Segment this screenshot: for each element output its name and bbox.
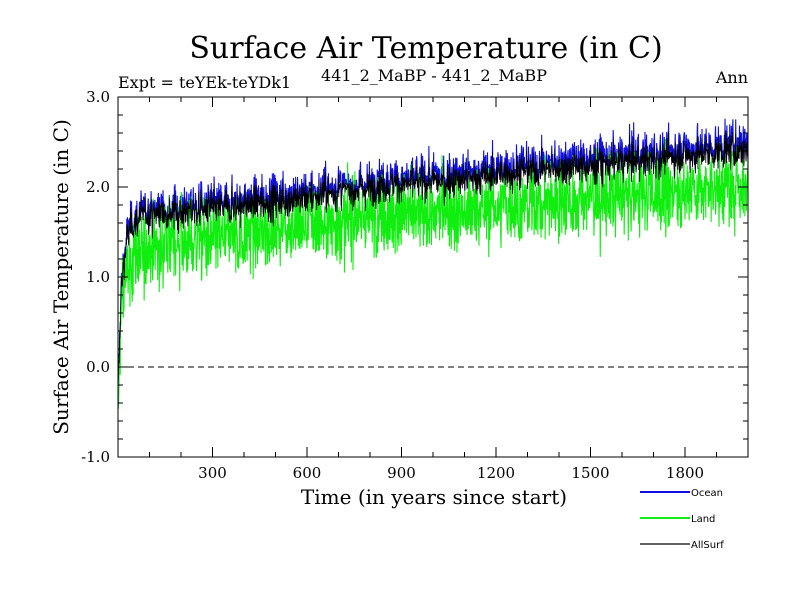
x-tick-label: 1500 <box>571 464 609 482</box>
legend: Ocean Land AllSurf <box>640 488 724 551</box>
period-label: 441_2_MaBP - 441_2_MaBP <box>321 66 547 85</box>
chart-title: Surface Air Temperature (in C) <box>189 31 662 66</box>
x-tick-label: 900 <box>387 464 416 482</box>
legend-label-land: Land <box>691 514 715 525</box>
x-axis-label: Time (in years since start) <box>301 485 567 509</box>
x-tick-label: 300 <box>198 464 227 482</box>
legend-label-allsurf: AllSurf <box>691 540 724 551</box>
x-tick-label: 1800 <box>666 464 704 482</box>
y-tick-label: 1.0 <box>86 268 110 286</box>
ticks-group: 300 600 900 1200 1500 1800 -1.0 0.0 1.0 2.0 3.0 <box>81 88 748 482</box>
y-tick-label: 3.0 <box>86 88 110 106</box>
legend-label-ocean: Ocean <box>691 488 723 499</box>
series-line-land <box>117 138 749 409</box>
series-line-allsurf <box>117 130 749 389</box>
y-tick-label: -1.0 <box>81 448 110 466</box>
y-axis-label: Surface Air Temperature (in C) <box>49 119 73 435</box>
season-label: Ann <box>715 68 748 87</box>
x-tick-label: 600 <box>293 464 322 482</box>
y-tick-label: 0.0 <box>86 358 110 376</box>
x-tick-label: 1200 <box>477 464 515 482</box>
y-tick-label: 2.0 <box>86 178 110 196</box>
series-group <box>117 118 749 409</box>
experiment-label: Expt = teYEk-teYDk1 <box>118 73 291 92</box>
